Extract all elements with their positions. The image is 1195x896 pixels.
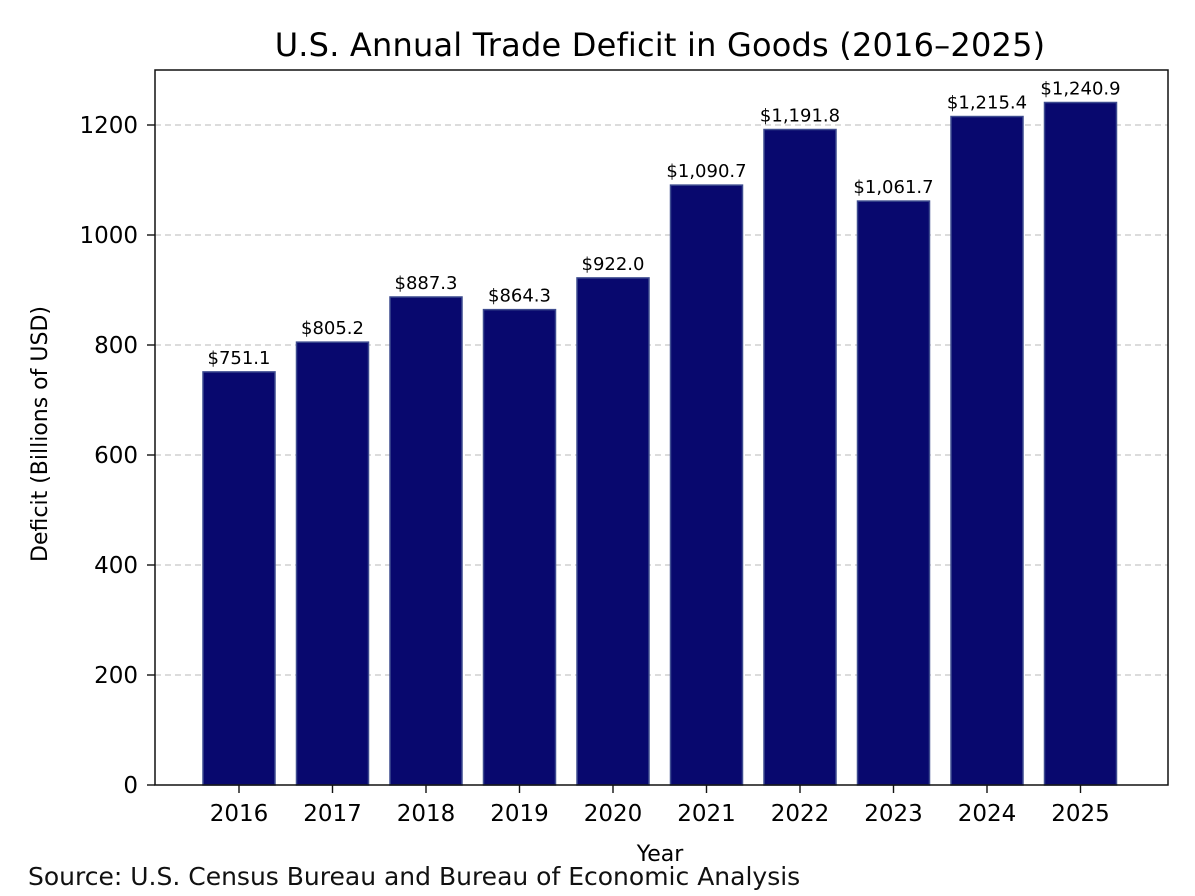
bar-2023 bbox=[856, 200, 931, 786]
bar-2021 bbox=[669, 184, 744, 786]
x-tick-label: 2017 bbox=[303, 801, 362, 827]
bar-2025 bbox=[1043, 101, 1118, 786]
y-tick-label: 400 bbox=[94, 553, 138, 579]
bar-value-label: $1,061.7 bbox=[853, 177, 933, 198]
x-tick-label: 2023 bbox=[864, 801, 923, 827]
bar-value-label: $1,240.9 bbox=[1040, 79, 1120, 100]
bar-2022 bbox=[763, 128, 837, 786]
source-note: Source: U.S. Census Bureau and Bureau of… bbox=[28, 862, 801, 891]
bar-value-label: $1,191.8 bbox=[760, 106, 840, 127]
x-tick-label: 2018 bbox=[397, 801, 456, 827]
y-tick-label: 1200 bbox=[79, 113, 138, 139]
x-tick-label: 2020 bbox=[584, 801, 643, 827]
bar-value-label: $1,215.4 bbox=[947, 93, 1027, 114]
y-tick-label: 200 bbox=[94, 663, 138, 689]
chart-title: U.S. Annual Trade Deficit in Goods (2016… bbox=[275, 26, 1046, 64]
plot-frame bbox=[154, 69, 1169, 786]
bar-value-label: $1,090.7 bbox=[666, 161, 746, 182]
bar-2016 bbox=[202, 371, 276, 786]
bars bbox=[202, 101, 1118, 786]
y-tick-label: 800 bbox=[94, 333, 138, 359]
bar-2019 bbox=[482, 308, 557, 786]
bar-2024 bbox=[950, 115, 1024, 786]
x-tick-label: 2019 bbox=[490, 801, 549, 827]
y-tick-label: 0 bbox=[123, 773, 138, 799]
y-tick-label: 1000 bbox=[79, 223, 138, 249]
bar-2017 bbox=[295, 341, 370, 786]
x-tick-label: 2021 bbox=[677, 801, 736, 827]
y-tick-label: 600 bbox=[94, 443, 138, 469]
bar-value-label: $751.1 bbox=[208, 348, 271, 369]
x-tick-label: 2022 bbox=[771, 801, 830, 827]
x-axis-ticks: 2016 2017 2018 2019 2020 2021 2022 2023 2024 2025 bbox=[210, 785, 1110, 827]
bar-2020 bbox=[576, 277, 650, 786]
y-axis-label: Deficit (Billions of USD) bbox=[28, 306, 53, 562]
bar-value-labels: $751.1 $805.2 $887.3 $864.3 $922.0 $1,090.7 $1… bbox=[208, 79, 1121, 369]
bar-value-label: $922.0 bbox=[582, 254, 645, 275]
y-axis-ticks: 0 200 400 600 800 1000 1200 bbox=[79, 113, 155, 799]
bar-2018 bbox=[389, 296, 463, 786]
bar-value-label: $805.2 bbox=[301, 318, 364, 339]
x-tick-label: 2016 bbox=[210, 801, 269, 827]
x-tick-label: 2024 bbox=[958, 801, 1017, 827]
x-tick-label: 2025 bbox=[1051, 801, 1110, 827]
bar-value-label: $887.3 bbox=[395, 273, 458, 294]
bar-value-label: $864.3 bbox=[488, 286, 551, 307]
x-axis-label: Year bbox=[636, 842, 685, 867]
